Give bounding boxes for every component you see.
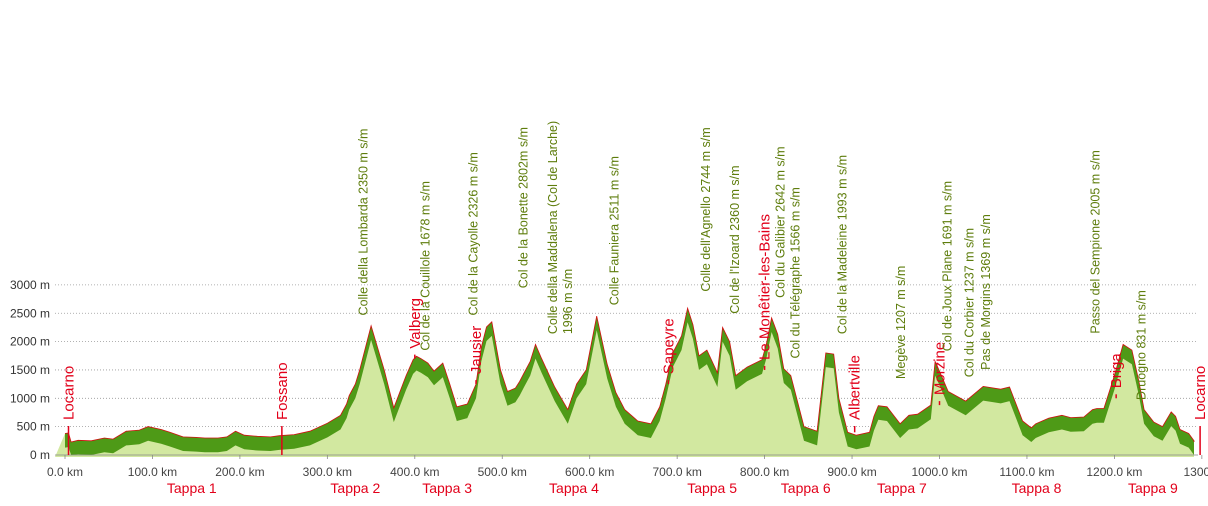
x-tick-label: 1300.0 bbox=[1183, 465, 1208, 479]
stage-label: Tappa 8 bbox=[1012, 480, 1062, 496]
pass-label: Pas de Morgins 1369 m s/m bbox=[979, 214, 993, 370]
x-tick-label: 0.0 km bbox=[47, 465, 83, 479]
pass-label: Col de la Madeleine 1993 m s/m bbox=[836, 155, 850, 334]
y-tick-label: 500 m bbox=[17, 420, 50, 434]
profile-outline bbox=[64, 306, 1195, 443]
pass-label: Col du Galibier 2642 m s/m bbox=[773, 146, 787, 297]
pass-label: Col du Télégraphe 1566 m s/m bbox=[788, 187, 802, 358]
pass-label: Colle della Lombarda 2350 m s/m bbox=[356, 129, 370, 316]
town-label: Sapeyre bbox=[660, 318, 677, 374]
pass-label: Druogno 831 m s/m bbox=[1135, 290, 1149, 400]
pass-label: Colle dell'Agnello 2744 m s/m bbox=[699, 127, 713, 291]
x-tick-label: 700.0 km bbox=[652, 465, 701, 479]
pass-label: Col de la Bonette 2802m s/m bbox=[516, 127, 530, 288]
stage-label: Tappa 1 bbox=[167, 480, 217, 496]
pass-label: Col de la Cayolle 2326 m s/m bbox=[467, 152, 481, 315]
y-tick-label: 1000 m bbox=[10, 391, 50, 405]
y-tick-label: 1500 m bbox=[10, 363, 50, 377]
stage-label: Tappa 6 bbox=[781, 480, 831, 496]
x-tick-label: 600.0 km bbox=[565, 465, 614, 479]
axes: 0 m 500 m 1000 m 1500 m 2000 m 2500 m 3000 m 0.… bbox=[10, 278, 1208, 479]
pass-label: 1996 m s/m bbox=[561, 269, 575, 334]
town-label: Morzine bbox=[932, 342, 949, 395]
town-label: Briga bbox=[1108, 353, 1125, 389]
pass-label: Passo del Sempione 2005 m s/m bbox=[1088, 150, 1102, 333]
town-label: Le Monêtier-les-Bains bbox=[757, 214, 774, 360]
town-label: Locarno bbox=[60, 366, 77, 420]
pass-label: Col de Joux Plane 1691 m s/m bbox=[940, 181, 954, 351]
stage-label: Tappa 5 bbox=[687, 480, 737, 496]
x-tick-label: 100.0 km bbox=[128, 465, 177, 479]
pass-label: Colle Fauniera 2511 m s/m bbox=[607, 156, 621, 305]
elevation-profile bbox=[55, 306, 1195, 457]
x-tick-label: 200.0 km bbox=[215, 465, 264, 479]
x-tick-label: 500.0 km bbox=[478, 465, 527, 479]
grid-lines bbox=[55, 284, 1198, 428]
y-tick-label: 2000 m bbox=[10, 335, 50, 349]
x-tick-label: 900.0 km bbox=[827, 465, 876, 479]
town-label: Jausier bbox=[468, 326, 485, 374]
pass-label: Col du Corbier 1237 m s/m bbox=[962, 228, 976, 377]
stage-label: Tappa 9 bbox=[1128, 480, 1178, 496]
x-tick-label: 1200.0 km bbox=[1086, 465, 1142, 479]
stage-label: Tappa 2 bbox=[330, 480, 380, 496]
x-tick-label: 300.0 km bbox=[303, 465, 352, 479]
labels: Tappa 1 Tappa 2 Tappa 3 Tappa 4 Tappa 5 Tappa… bbox=[60, 121, 1208, 496]
profile-band bbox=[65, 308, 1194, 455]
y-tick-label: 2500 m bbox=[10, 306, 50, 320]
town-label: Locarno bbox=[1192, 366, 1208, 420]
x-tick-label: 400.0 km bbox=[390, 465, 439, 479]
stage-label: Tappa 4 bbox=[549, 480, 599, 496]
x-tick-label: 1000.0 km bbox=[911, 465, 967, 479]
stage-label: Tappa 7 bbox=[877, 480, 927, 496]
x-tick-label: 1100.0 km bbox=[999, 465, 1054, 479]
town-label: Albertville bbox=[847, 355, 864, 420]
y-tick-label: 0 m bbox=[30, 448, 50, 462]
y-tick-label: 3000 m bbox=[10, 278, 50, 292]
town-label: Valberg bbox=[407, 298, 424, 349]
pass-label: Col de l'Izoard 2360 m s/m bbox=[728, 165, 742, 313]
x-tick-label: 800.0 km bbox=[740, 465, 789, 479]
pass-label: Col de la Couillole 1678 m s/m bbox=[418, 181, 432, 351]
pass-label: Colle della Maddalena (Col de Larche) bbox=[546, 121, 560, 334]
pass-label: Megève 1207 m s/m bbox=[894, 266, 908, 379]
stage-label: Tappa 3 bbox=[422, 480, 472, 496]
town-label: Fossano bbox=[274, 362, 291, 420]
